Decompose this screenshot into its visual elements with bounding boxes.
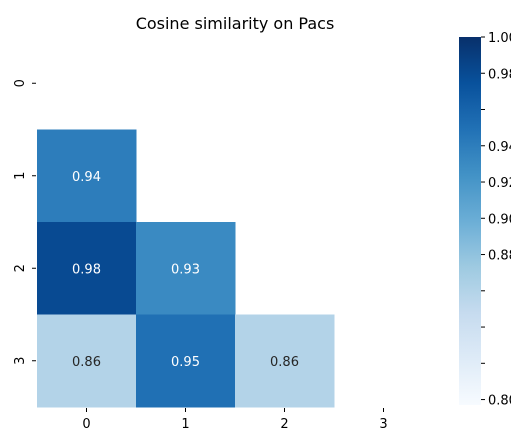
x-tick-label: 3 [379, 417, 387, 432]
y-tick-label: 0 [13, 79, 28, 87]
y-tick-label: 3 [13, 357, 28, 365]
cell-value-label: 0.86 [270, 355, 299, 370]
heatmap-cell [136, 222, 236, 315]
cell-value-label: 0.95 [171, 355, 200, 370]
heatmap-cell [37, 314, 137, 408]
colorbar-tick-label: 0.90 [488, 212, 511, 227]
chart-title: Cosine similarity on Pacs [136, 14, 335, 33]
heatmap-cell [37, 222, 137, 315]
colorbar-tick-label: 0.88 [488, 249, 511, 264]
heatmap-cell [235, 314, 335, 408]
colorbar-tick-label: 0.94 [488, 140, 511, 155]
colorbar-tick-label: 0.80 [488, 394, 511, 409]
cell-value-label: 0.98 [72, 262, 101, 277]
heatmap-cells: 0.94 0.98 0.93 0.86 0.95 0.86 [37, 129, 335, 408]
y-tick-label: 2 [13, 264, 28, 272]
colorbar-tick-label: 1.00 [488, 31, 511, 46]
heatmap-cell [136, 314, 236, 408]
x-axis: 0 1 2 3 [82, 408, 388, 432]
y-tick-label: 1 [13, 172, 28, 180]
x-tick-label: 1 [181, 417, 189, 432]
x-tick-label: 0 [82, 417, 90, 432]
cell-value-label: 0.94 [72, 170, 101, 185]
colorbar-tick-label: 0.98 [488, 67, 511, 82]
x-tick-label: 2 [280, 417, 288, 432]
colorbar-gradient [459, 37, 481, 405]
colorbar: 0.80 0.88 0.90 0.92 0.94 0.98 1.00 [459, 31, 511, 409]
cell-value-label: 0.86 [72, 355, 101, 370]
colorbar-tick-label: 0.92 [488, 176, 511, 191]
cell-value-label: 0.93 [171, 262, 200, 277]
heatmap-cell [37, 129, 137, 223]
y-axis: 0 1 2 3 [13, 79, 36, 365]
